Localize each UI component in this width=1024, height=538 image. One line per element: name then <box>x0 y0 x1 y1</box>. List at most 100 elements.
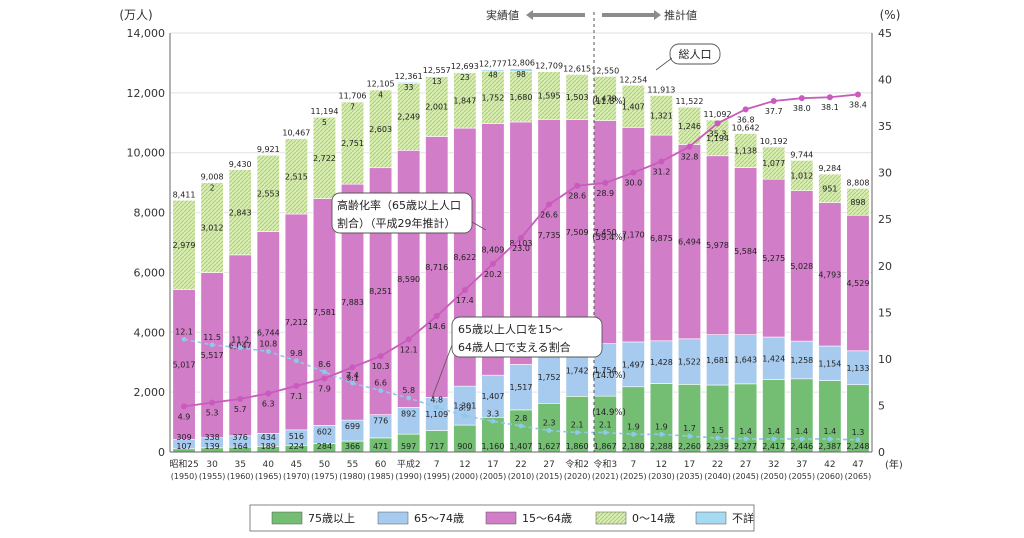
x-tick-label-year: (2035) <box>676 472 703 481</box>
label-unknown: 48 <box>488 71 498 80</box>
label-15-64: 7,170 <box>622 231 645 240</box>
label-unknown: 4 <box>378 91 383 100</box>
x-tick-label: 平成2 <box>397 458 421 470</box>
support-ratio-note-line1: 65歳以上人口を15～ <box>458 323 563 336</box>
x-tick-label-year: (2021) <box>592 472 619 481</box>
share-2021-65-74: (14.0%) <box>592 371 626 381</box>
label-15-64: 5,584 <box>734 247 757 256</box>
support-ratio-label: 1.4 <box>767 427 780 436</box>
x-tick-label: 12 <box>459 460 470 470</box>
x-tick-label: 令和3 <box>593 458 617 470</box>
label-total: 12,105 <box>367 80 395 89</box>
support-ratio-point <box>237 345 243 351</box>
x-tick-label: 47 <box>852 460 863 470</box>
label-75plus: 2,239 <box>706 442 729 451</box>
aging-rate-point <box>686 143 693 150</box>
label-15-64: 5,028 <box>790 262 813 271</box>
aging-rate-point <box>602 179 609 186</box>
x-tick-label-year: (2060) <box>817 472 844 481</box>
label-75plus: 139 <box>204 442 219 451</box>
support-ratio-label: 7.4 <box>346 371 359 380</box>
support-ratio-label: 1.4 <box>739 427 752 436</box>
aging-rate-point <box>742 106 749 113</box>
label-65-74: 434 <box>261 433 276 442</box>
aging-rate-point <box>209 399 216 406</box>
x-tick-label-year: (2000) <box>452 472 479 481</box>
label-total: 9,744 <box>790 150 813 159</box>
label-75plus: 2,180 <box>622 442 645 451</box>
label-unknown: 13 <box>432 77 442 86</box>
label-total: 12,557 <box>423 66 451 75</box>
support-ratio-point <box>574 430 580 435</box>
label-15-64: 7,735 <box>538 231 561 240</box>
legend-item-15-64: 15～64歳 <box>485 511 572 525</box>
support-ratio-label: 1.9 <box>655 422 668 431</box>
support-ratio-label: 11.5 <box>203 333 221 342</box>
y-tick-label-right: 15 <box>878 306 892 319</box>
x-tick-label-year: (2025) <box>620 472 647 481</box>
label-unknown: 2 <box>210 183 215 192</box>
support-ratio-label: 1.5 <box>711 426 724 435</box>
bar-segment-unknown <box>509 68 533 72</box>
support-ratio-point <box>546 428 552 433</box>
share-2021-15-64: (59.4%) <box>592 233 626 243</box>
aging-rate-label: 5.7 <box>234 405 247 414</box>
label-65-74: 699 <box>345 422 360 431</box>
label-15-64: 5,275 <box>762 254 785 263</box>
label-total: 12,693 <box>451 62 479 71</box>
label-15-64: 7,450 <box>594 228 617 237</box>
x-tick-label: 27 <box>740 460 751 470</box>
bar-segment-0-14 <box>846 188 870 216</box>
support-ratio-label: 4.8 <box>430 395 443 404</box>
support-ratio-label: 1.7 <box>683 424 696 433</box>
aging-rate-label: 7.1 <box>290 392 303 401</box>
y-tick-label-left: 2,000 <box>134 386 166 399</box>
support-ratio-point <box>715 435 720 441</box>
label-15-64: 4,529 <box>847 279 870 288</box>
label-65-74: 1,742 <box>566 366 589 375</box>
bar-segment-0-14 <box>818 173 842 203</box>
label-15-64: 8,251 <box>369 287 392 296</box>
aging-rate-note-line2: 割合）（平成29年推計） <box>337 216 456 230</box>
aging-rate-label: 35.3 <box>709 129 727 138</box>
x-tick-label: 12 <box>656 460 667 470</box>
label-unknown: 23 <box>460 73 470 82</box>
support-ratio-point <box>659 431 664 437</box>
x-tick-label-year: (1970) <box>283 472 310 481</box>
label-15-64: 7,581 <box>313 308 336 317</box>
aging-rate-note-line1: 高齢化率（65歳以上人口 <box>337 198 461 212</box>
y-tick-label-right: 10 <box>878 353 892 366</box>
label-total: 10,642 <box>732 124 760 133</box>
bar-segment-0-14 <box>284 138 308 215</box>
support-ratio-point <box>434 404 440 410</box>
x-tick-label: 30 <box>206 460 218 470</box>
label-total: 9,284 <box>818 164 841 173</box>
support-ratio-point <box>350 380 355 386</box>
label-15-64: 8,409 <box>481 245 504 254</box>
aging-rate-point <box>630 169 637 176</box>
axes: 0 2,000 4,000 6,000 8,000 10,000 12,000 14,000 0… <box>127 27 893 481</box>
bar-segment-0-14 <box>172 199 196 290</box>
label-65-74: 1,133 <box>847 364 870 373</box>
label-0-14: 2,001 <box>425 103 448 112</box>
y-tick-label-left: 10,000 <box>127 147 166 160</box>
label-0-14: 1,595 <box>538 92 561 101</box>
aging-rate-point <box>489 260 496 267</box>
x-tick-label-year: (2040) <box>704 472 731 481</box>
aging-rate-label: 5.3 <box>206 409 219 418</box>
support-ratio-point <box>855 437 861 443</box>
label-total: 12,709 <box>535 62 563 71</box>
aging-rate-point <box>405 336 412 343</box>
label-65-74: 1,522 <box>678 358 701 367</box>
aging-rate-point <box>714 120 721 127</box>
label-75plus: 1,627 <box>538 442 561 451</box>
label-15-64: 7,212 <box>285 318 308 327</box>
support-ratio-label: 6.6 <box>374 379 387 388</box>
label-65-74: 376 <box>233 433 248 442</box>
label-65-74: 1,681 <box>706 356 729 365</box>
label-0-14: 2,515 <box>285 172 308 181</box>
x-tick-label: 17 <box>487 460 498 470</box>
estimate-label: 推計値 <box>664 8 697 22</box>
x-tick-label: 32 <box>768 460 779 470</box>
